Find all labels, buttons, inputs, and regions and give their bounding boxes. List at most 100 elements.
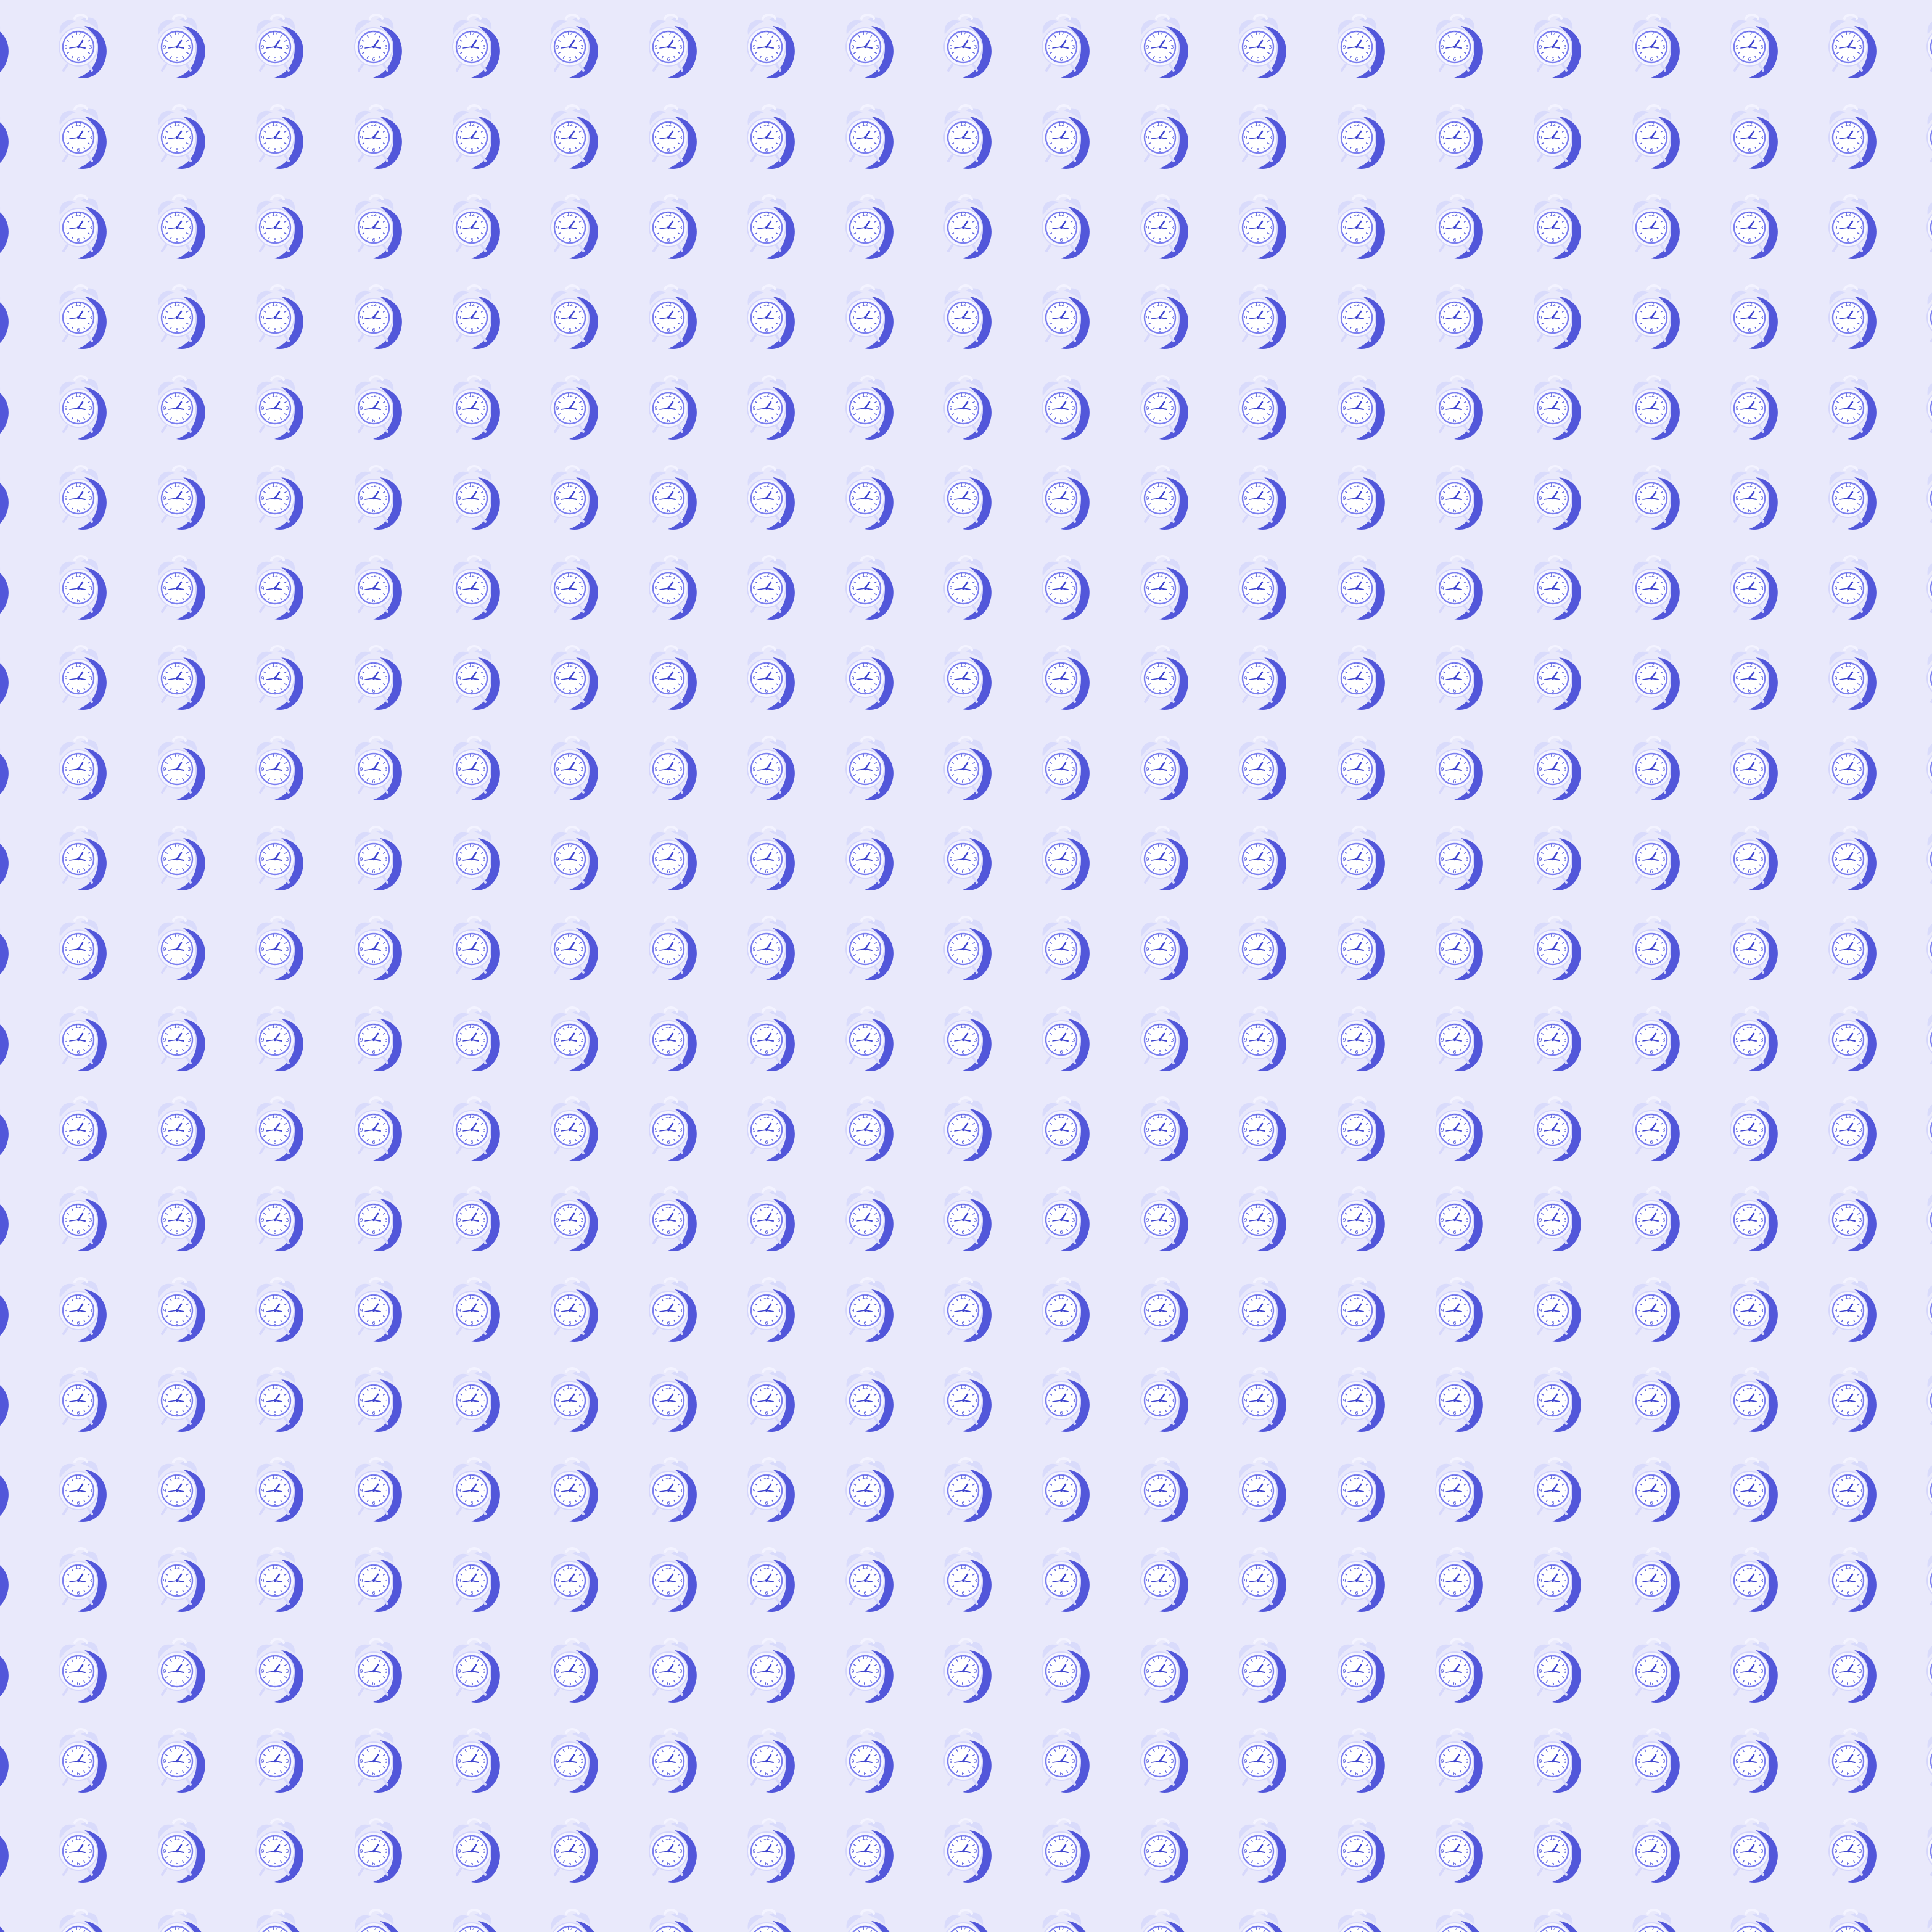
- svg-text:9: 9: [360, 224, 363, 231]
- svg-text:12: 12: [469, 301, 475, 307]
- svg-text:12: 12: [1058, 572, 1064, 578]
- svg-text:3: 3: [286, 314, 289, 321]
- svg-text:6: 6: [1552, 508, 1555, 514]
- svg-text:3: 3: [581, 856, 584, 862]
- svg-text:12: 12: [272, 211, 278, 217]
- svg-text:3: 3: [384, 495, 387, 501]
- svg-text:3: 3: [1072, 766, 1075, 772]
- svg-text:9: 9: [1048, 405, 1051, 411]
- svg-text:6: 6: [1257, 598, 1260, 604]
- svg-text:6: 6: [863, 868, 866, 874]
- svg-text:6: 6: [765, 508, 768, 514]
- svg-text:6: 6: [1748, 147, 1751, 153]
- svg-text:9: 9: [458, 856, 461, 862]
- svg-text:12: 12: [174, 842, 180, 849]
- svg-text:12: 12: [763, 482, 770, 488]
- svg-text:12: 12: [1255, 662, 1261, 668]
- svg-text:12: 12: [665, 121, 672, 127]
- svg-text:12: 12: [1550, 482, 1556, 488]
- svg-text:3: 3: [1170, 134, 1174, 141]
- svg-text:6: 6: [175, 508, 178, 514]
- svg-text:3: 3: [876, 495, 879, 501]
- svg-text:6: 6: [1060, 688, 1063, 694]
- svg-text:12: 12: [763, 662, 770, 668]
- svg-text:6: 6: [470, 56, 473, 62]
- svg-text:12: 12: [1844, 211, 1851, 217]
- svg-text:12: 12: [567, 301, 573, 307]
- svg-text:12: 12: [75, 301, 81, 307]
- svg-text:9: 9: [1441, 675, 1444, 681]
- svg-text:12: 12: [1550, 121, 1556, 127]
- svg-text:3: 3: [974, 224, 977, 231]
- svg-text:12: 12: [1255, 482, 1261, 488]
- svg-text:12: 12: [665, 301, 672, 307]
- svg-text:12: 12: [370, 572, 376, 578]
- svg-text:3: 3: [778, 224, 781, 231]
- svg-text:3: 3: [1170, 585, 1174, 591]
- svg-text:12: 12: [1746, 121, 1753, 127]
- svg-text:3: 3: [974, 44, 977, 50]
- svg-text:9: 9: [753, 314, 756, 321]
- svg-text:12: 12: [1648, 301, 1655, 307]
- svg-text:12: 12: [665, 752, 672, 758]
